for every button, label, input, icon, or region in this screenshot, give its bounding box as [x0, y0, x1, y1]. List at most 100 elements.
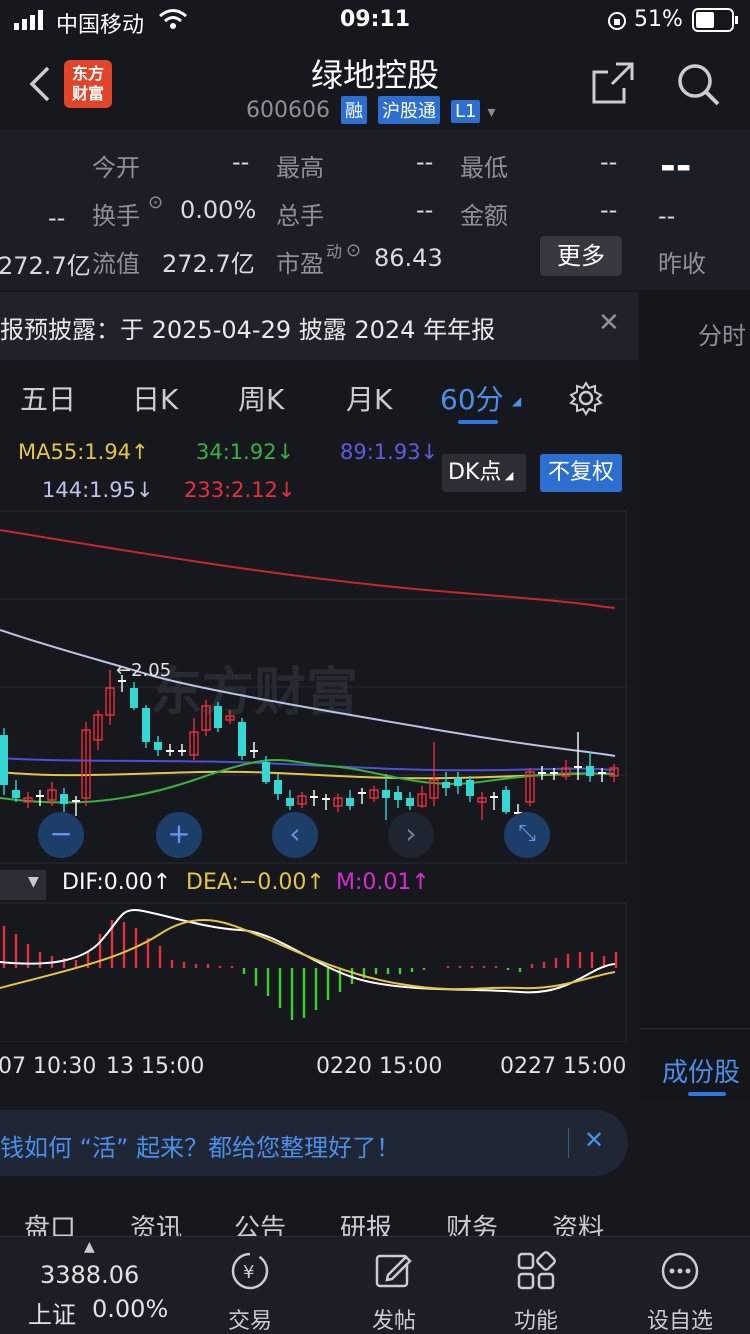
tab-indicator [458, 420, 498, 424]
amount-value: -- [600, 196, 618, 224]
candlestick [525, 768, 535, 806]
tab-60min[interactable]: 60分 [440, 383, 504, 416]
right-dash: -- [658, 202, 676, 230]
dea-line [0, 919, 616, 991]
side-panel: 分时 成份股 [640, 292, 750, 1102]
candlestick [166, 744, 174, 756]
float-value: 272.7亿 [162, 250, 255, 278]
dk-point-label: DK点 [448, 460, 502, 485]
adjust-mode-button[interactable]: 不复权 [540, 454, 622, 492]
candlestick [394, 786, 402, 808]
candlestick [12, 780, 20, 802]
wifi-icon [158, 8, 188, 36]
functions-button[interactable]: 功能 [486, 1249, 586, 1334]
left-dash: -- [48, 204, 66, 232]
pe-sup: 动 [326, 242, 343, 261]
candlestick [358, 788, 366, 804]
high-value: -- [416, 148, 434, 176]
scroll-left-button[interactable]: ‹ [272, 812, 318, 858]
ma89-label: 89:1.93↓ [340, 440, 439, 464]
post-button[interactable]: 发帖 [344, 1249, 444, 1334]
time-axis: 07 10:30 13 15:00 0220 15:00 0227 15:00 [0, 1044, 628, 1096]
kline-chart[interactable]: 东方财富 ←2.05 − + ‹ › ⤡ [0, 510, 628, 864]
candlestick [538, 766, 546, 780]
bottom-bar: ▲ 3388.06 上证 0.00% ¥ 交易 发帖 功能 设自选 [0, 1236, 750, 1334]
edit-icon [375, 1254, 412, 1288]
candlestick [286, 790, 294, 810]
zoom-out-button[interactable]: − [38, 812, 84, 858]
connect-badge: 沪股通 [377, 96, 440, 124]
stock-title: 绿地控股 [310, 56, 439, 94]
index-name: 上证 [28, 1301, 76, 1329]
candlestick [81, 722, 91, 806]
notice-bar[interactable]: 报预披露：于 2025-04-29 披露 2024 年年报 ✕ [0, 292, 638, 360]
candlestick [154, 736, 162, 756]
close-icon[interactable]: ✕ [598, 308, 620, 338]
stock-code: 600606 [246, 98, 330, 123]
more-button[interactable]: 更多 [540, 236, 622, 276]
max-price-label: ←2.05 [116, 660, 171, 681]
candlestick [47, 782, 57, 806]
candlestick [201, 700, 211, 736]
margin-badge: 融 [340, 96, 367, 124]
tab-monthly-k[interactable]: 月K [346, 383, 393, 416]
chevron-down-icon[interactable]: ▾ [487, 102, 496, 121]
macd-chart[interactable] [0, 902, 628, 1043]
turnover-label: 换手 [92, 202, 140, 230]
fullscreen-icon[interactable]: ⤡ [504, 812, 550, 858]
dea-label: DEA:−0.00↑ [186, 870, 325, 895]
gear-icon[interactable] [568, 380, 604, 420]
scroll-right-button[interactable]: › [388, 812, 434, 858]
index-value: 3388.06 [40, 1261, 140, 1289]
tab-daily-k[interactable]: 日K [132, 383, 179, 416]
time-label: 0227 15:00 [500, 1054, 627, 1079]
close-icon[interactable]: ✕ [584, 1126, 605, 1154]
big-price: -- [660, 144, 692, 188]
macd-svg [0, 902, 627, 1043]
ad-banner[interactable]: 钱如何 “活” 起来？都给您整理好了！ ✕ [0, 1110, 628, 1176]
back-icon[interactable] [26, 64, 52, 108]
search-icon[interactable] [676, 62, 722, 112]
candlestick [297, 792, 307, 808]
chevron-up-icon: ▲ [84, 1239, 95, 1255]
indicator-select[interactable]: ▼ [0, 870, 46, 900]
candlestick [502, 786, 510, 814]
trade-button[interactable]: ¥ 交易 [200, 1249, 300, 1334]
tab-5day[interactable]: 五日 [20, 383, 77, 416]
divider [640, 1028, 750, 1029]
battery-icon [692, 8, 740, 38]
more-icon [661, 1252, 699, 1290]
tab-time-share[interactable]: 分时 [698, 322, 746, 350]
candlestick [250, 742, 258, 758]
float-label: 流值 [92, 250, 140, 278]
watermark: 东方财富 [150, 663, 358, 723]
dk-point-button[interactable]: DK点 ◢ [442, 454, 526, 492]
watchlist-button[interactable]: 设自选 [630, 1249, 730, 1334]
index-ticker[interactable]: ▲ 3388.06 上证 0.00% [20, 1237, 170, 1334]
apps-icon [517, 1251, 556, 1290]
svg-text:¥: ¥ [243, 1262, 254, 1283]
share-icon[interactable] [592, 62, 634, 108]
period-tabs: 五日 日K 周K 月K 60分 ◢ [0, 364, 638, 430]
candlestick [60, 788, 68, 812]
battery-percent: 51% [634, 7, 683, 32]
kline-svg: 东方财富 ←2.05 [0, 510, 627, 864]
candlestick [333, 794, 343, 812]
zoom-in-button[interactable]: + [156, 812, 202, 858]
dif-line [0, 908, 616, 994]
candlestick [36, 790, 44, 806]
candlestick [238, 718, 246, 760]
candlestick [225, 710, 235, 724]
pe-info-icon[interactable]: ⊙ [346, 240, 362, 261]
post-label: 发帖 [371, 1309, 416, 1334]
time-label: 07 10:30 [0, 1054, 97, 1079]
candlestick [477, 792, 487, 820]
candlestick [454, 772, 462, 794]
candlestick [274, 774, 282, 800]
volume-label: 总手 [276, 202, 324, 230]
info-icon[interactable]: ⊙ [148, 192, 164, 213]
tab-dropdown-icon[interactable]: ◢ [512, 394, 522, 408]
today-open-label: 今开 [92, 154, 140, 182]
tab-components[interactable]: 成份股 [662, 1058, 741, 1088]
tab-weekly-k[interactable]: 周K [238, 383, 285, 416]
